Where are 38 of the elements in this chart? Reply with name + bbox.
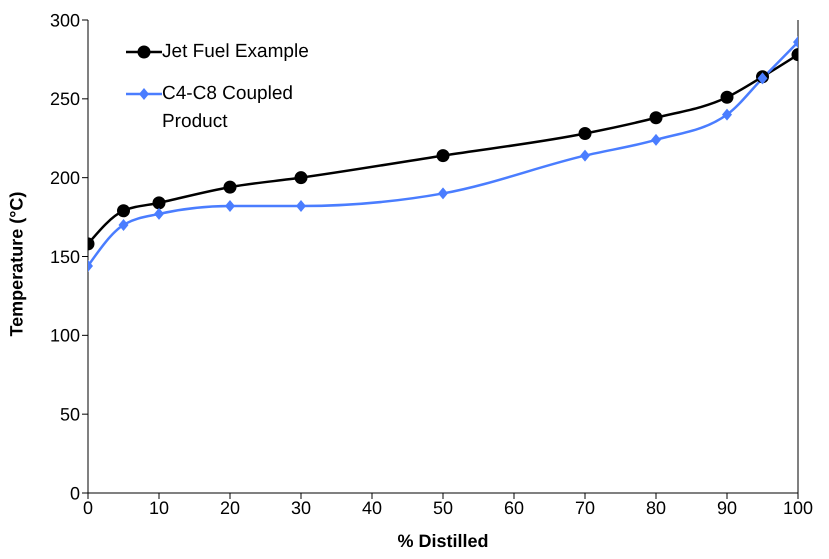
point xyxy=(722,108,732,121)
point xyxy=(651,134,661,146)
point xyxy=(650,111,662,124)
point xyxy=(294,171,308,184)
y-tick-label: 0 xyxy=(70,483,80,504)
point xyxy=(225,200,235,212)
y-tick-label: 200 xyxy=(50,168,80,188)
y-tick-label: 100 xyxy=(50,326,80,346)
x-tick-label: 10 xyxy=(148,498,170,518)
point xyxy=(117,204,130,218)
x-tick-label: 60 xyxy=(504,498,524,518)
point xyxy=(152,196,166,210)
y-tick-label: 50 xyxy=(60,404,80,425)
point xyxy=(578,127,592,140)
point xyxy=(154,208,164,220)
y-tick-label: 150 xyxy=(50,246,80,267)
x-tick-label: 40 xyxy=(362,498,382,518)
point xyxy=(580,150,590,162)
legend-label: C4-C8 Coupled Product xyxy=(162,82,294,134)
x-tick-label: 90 xyxy=(716,498,738,518)
x-tick-label: 0 xyxy=(82,498,94,518)
point xyxy=(296,200,306,212)
x-tick-label: 30 xyxy=(290,498,312,518)
y-axis-title: Temperature (°C) xyxy=(6,192,26,336)
point xyxy=(720,90,734,104)
point xyxy=(438,187,448,200)
x-tick-label: 70 xyxy=(574,498,596,518)
point xyxy=(436,149,450,162)
point xyxy=(118,218,128,231)
y-tick-label: 300 xyxy=(50,10,80,30)
y-tick-label: 250 xyxy=(50,89,80,110)
point xyxy=(224,180,236,194)
x-tick-label: 20 xyxy=(220,498,240,518)
x-tick-label: 80 xyxy=(646,498,666,518)
x-tick-label: 100 xyxy=(782,498,814,518)
x-axis-title: % Distilled xyxy=(397,531,489,551)
legend-label: Jet Fuel Example xyxy=(162,40,309,64)
x-tick-label: 50 xyxy=(432,498,454,518)
